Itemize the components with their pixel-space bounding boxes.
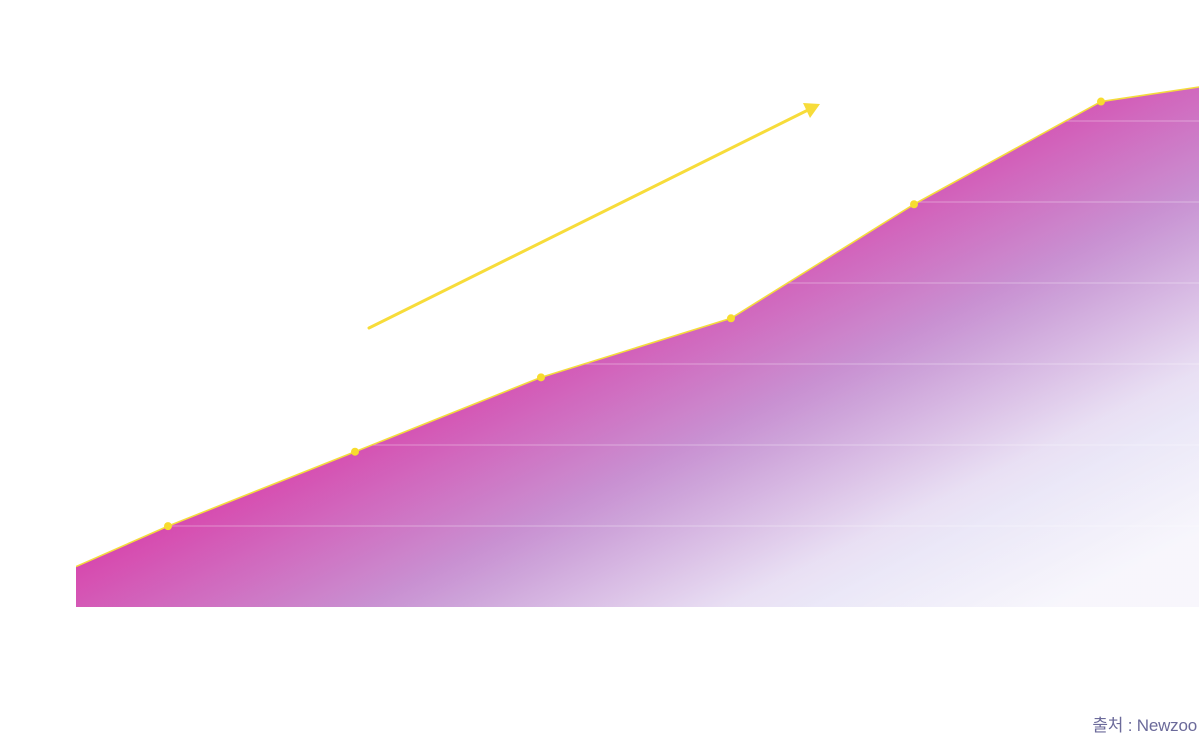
- trend-arrow: [367, 103, 820, 330]
- data-point: [727, 314, 735, 323]
- trend-arrow-head: [803, 103, 820, 118]
- data-point: [164, 522, 172, 531]
- area-fill-overlay: [76, 87, 1199, 607]
- series-line: [76, 86, 1199, 568]
- data-point: [351, 447, 359, 456]
- data-point: [1097, 97, 1105, 106]
- source-label: 출처 : Newzoo: [1092, 716, 1197, 735]
- data-point: [910, 200, 918, 209]
- trend-arrow-shaft: [367, 108, 810, 330]
- data-point: [537, 373, 545, 382]
